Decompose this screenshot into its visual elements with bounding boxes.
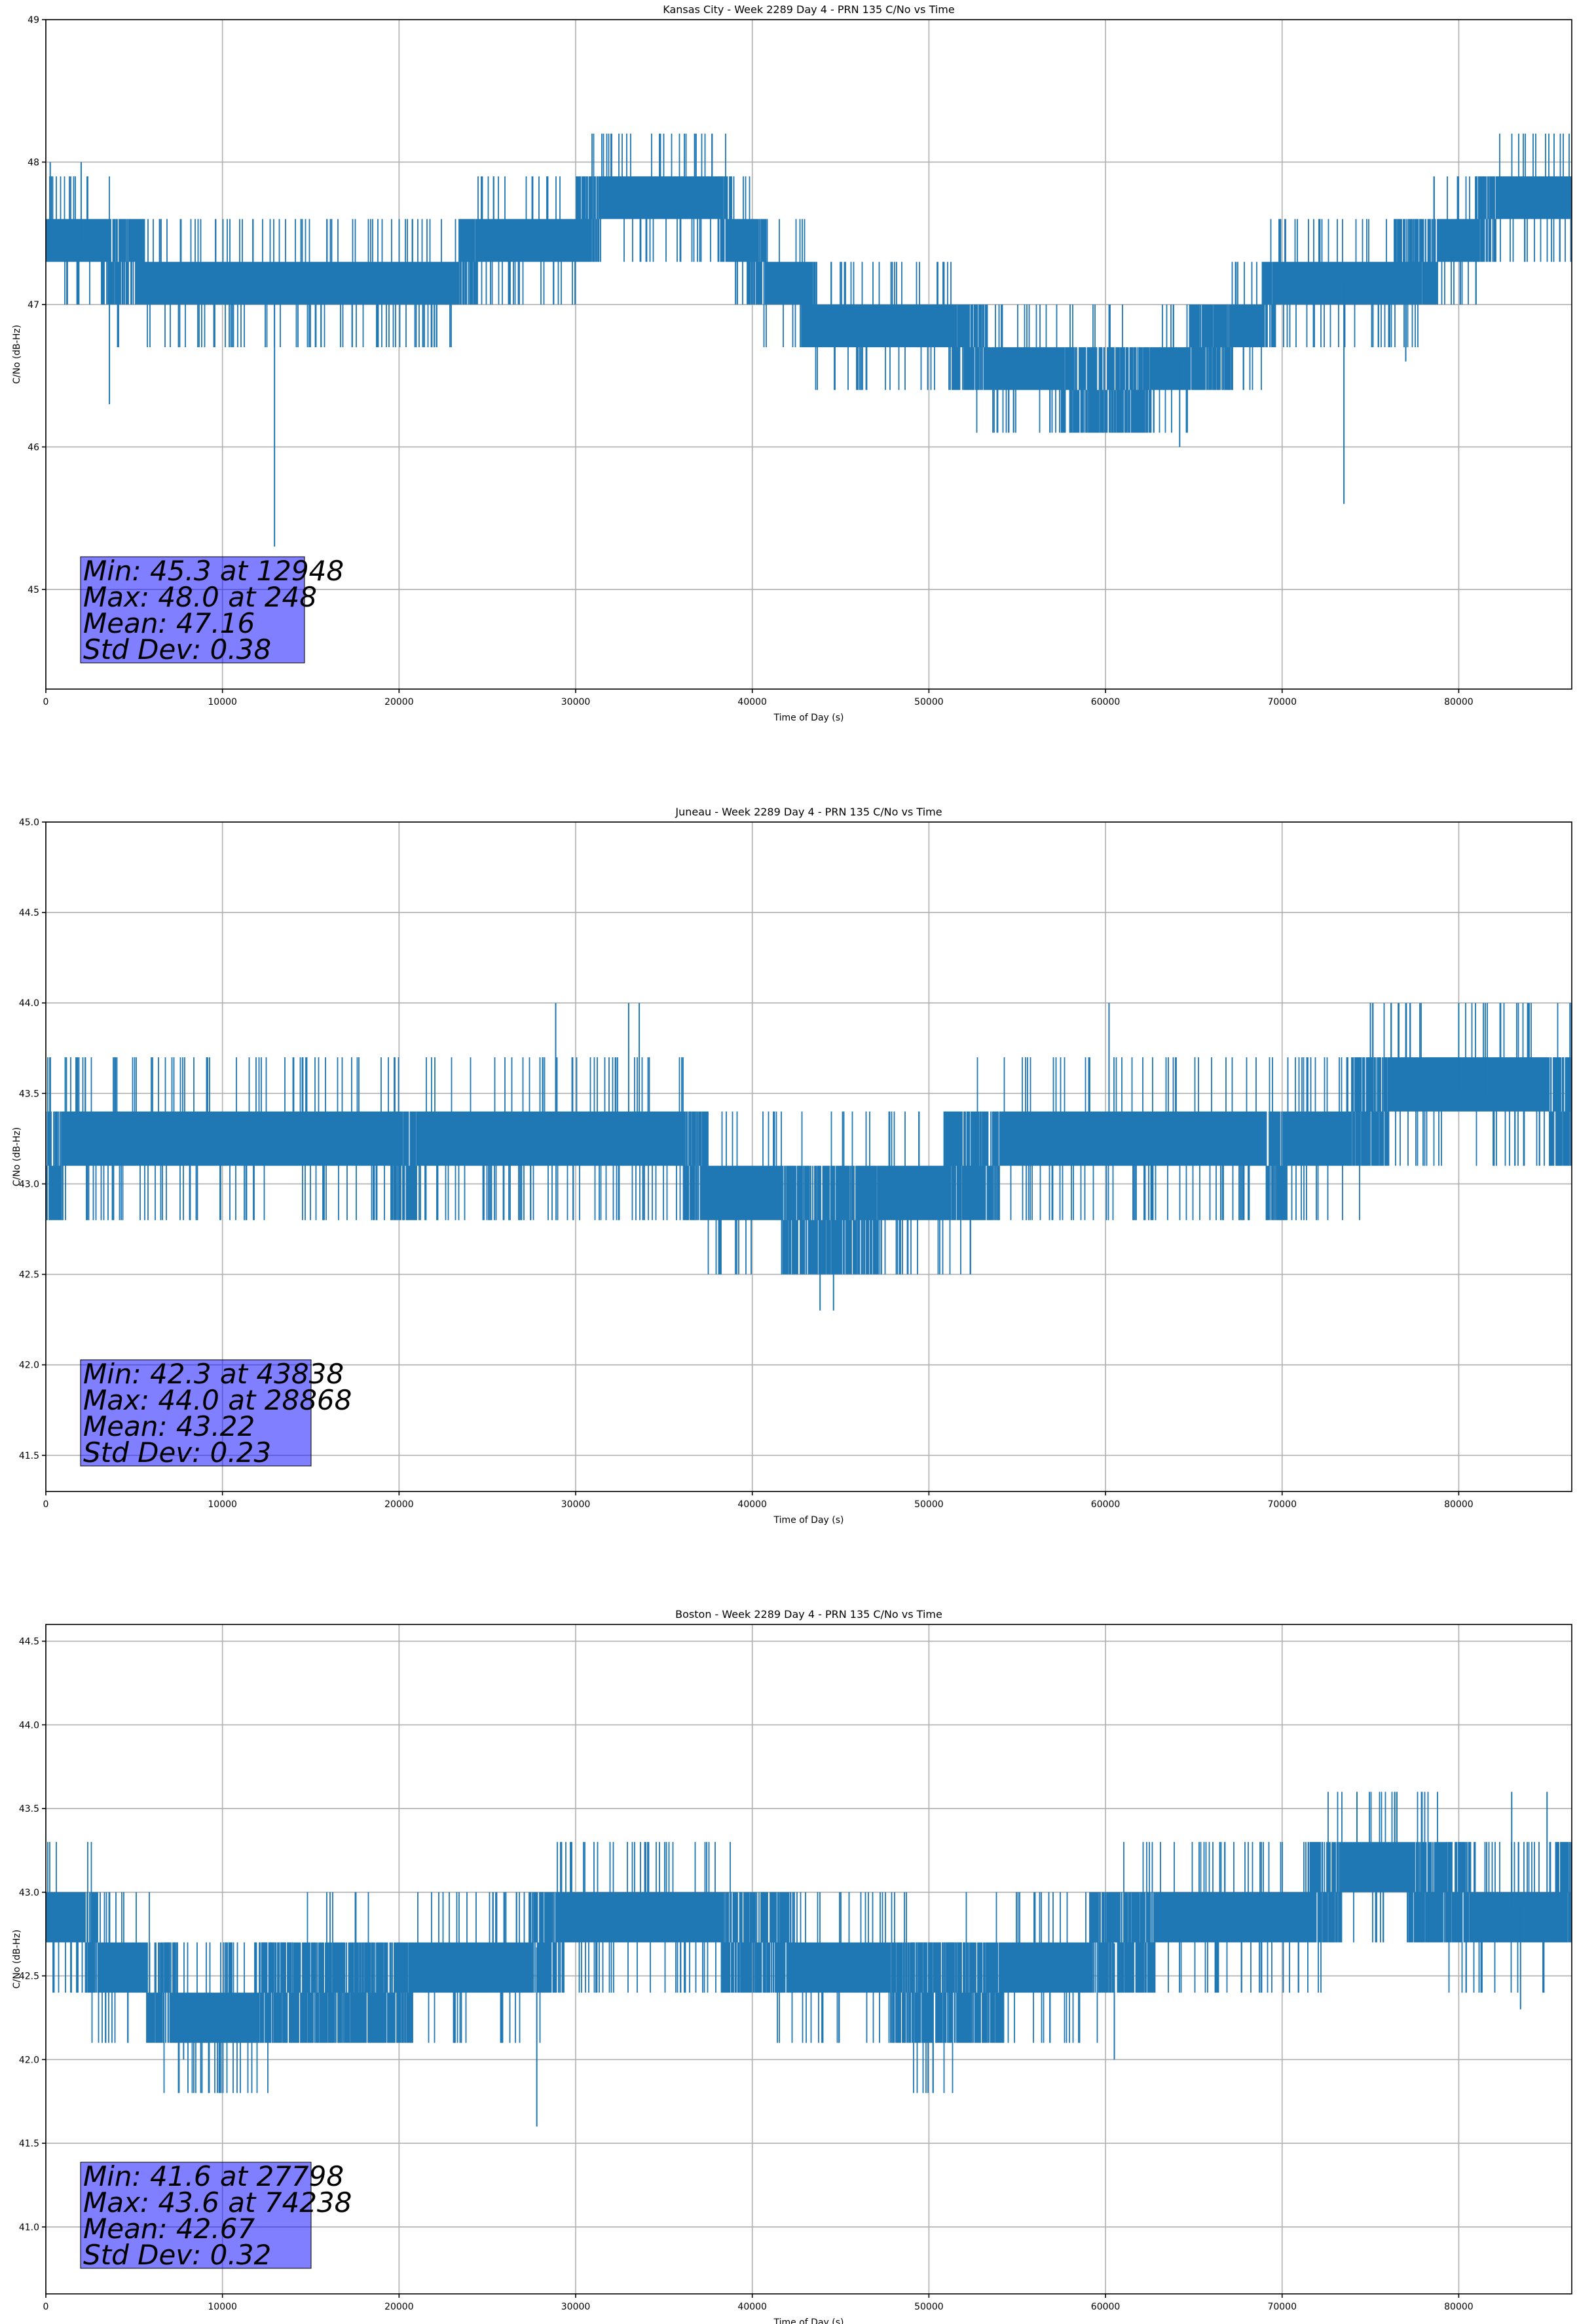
data-series-line: [46, 1791, 1572, 2093]
y-tick-label: 47: [28, 300, 39, 310]
stats-box: [80, 2162, 312, 2269]
y-tick-label: 45: [28, 585, 39, 595]
y-tick-label: 43.5: [19, 1089, 39, 1099]
y-tick-label: 49: [28, 15, 39, 26]
x-tick-label: 60000: [1091, 1499, 1121, 1510]
y-tick-label: 41.5: [19, 2139, 39, 2149]
x-tick-label: 60000: [1091, 2302, 1121, 2312]
x-axis-label: Time of Day (s): [773, 713, 844, 723]
y-tick-label: 43.5: [19, 1804, 39, 1814]
x-tick-label: 0: [43, 2302, 49, 2312]
y-tick-label: 48: [28, 157, 39, 168]
x-tick-label: 70000: [1267, 697, 1297, 707]
y-tick-label: 41.0: [19, 2222, 39, 2233]
chart-3: 0 10000 20000 30000 40000 50000 60000 70000 8000…: [12, 1608, 1572, 2324]
y-tick-label: 43.0: [19, 1888, 39, 1898]
x-tick-label: 20000: [384, 2302, 414, 2312]
y-tick-label: 46: [28, 442, 39, 453]
y-tick-label: 42.5: [19, 1270, 39, 1281]
x-axis-label: Time of Day (s): [773, 2317, 844, 2324]
x-tick-label: 30000: [561, 2302, 591, 2312]
y-tick-label: 42.0: [19, 1360, 39, 1371]
stats-min: Min: 45.3 at 12948: [83, 555, 344, 587]
y-tick-label: 44.5: [19, 908, 39, 918]
x-tick-label: 20000: [384, 697, 414, 707]
x-tick-label: 70000: [1267, 2302, 1297, 2312]
x-tick-label: 50000: [914, 697, 944, 707]
chart-title: Kansas City - Week 2289 Day 4 - PRN 135 …: [663, 3, 954, 16]
x-tick-label: 50000: [914, 1499, 944, 1510]
stats-mean: Mean: 43.22: [83, 1410, 255, 1442]
y-tick-label: 42.0: [19, 2055, 39, 2065]
y-tick-label: 41.5: [19, 1451, 39, 1461]
stats-max: Max: 43.6 at 74238: [83, 2186, 352, 2219]
data-series-line: [46, 134, 1572, 433]
stats-min: Min: 42.3 at 43838: [83, 1358, 344, 1390]
stats-mean: Mean: 42.67: [83, 2213, 255, 2245]
x-tick-label: 40000: [737, 1499, 767, 1510]
x-tick-label: 10000: [208, 697, 237, 707]
x-tick-label: 40000: [737, 697, 767, 707]
x-tick-label: 70000: [1267, 1499, 1297, 1510]
y-axis-label: C/No (dB-Hz): [12, 1127, 22, 1186]
x-tick-label: 40000: [737, 2302, 767, 2312]
chart-title: Boston - Week 2289 Day 4 - PRN 135 C/No …: [675, 1608, 942, 1621]
data-series-line: [46, 1003, 1572, 1275]
x-tick-label: 20000: [384, 1499, 414, 1510]
stats-box: [80, 1359, 312, 1467]
y-axis-label: C/No (dB-Hz): [12, 1930, 22, 1989]
y-tick-label: 44.0: [19, 998, 39, 1009]
y-tick-label: 44.0: [19, 1720, 39, 1731]
y-axis-label: C/No (dB-Hz): [12, 325, 22, 384]
y-tick-label: 45.0: [19, 817, 39, 828]
x-axis-label: Time of Day (s): [773, 1515, 844, 1526]
x-tick-label: 80000: [1444, 2302, 1474, 2312]
x-tick-label: 30000: [561, 697, 591, 707]
x-tick-label: 0: [43, 1499, 49, 1510]
stats-max: Max: 48.0 at 248: [83, 581, 317, 613]
x-tick-label: 50000: [914, 2302, 944, 2312]
stats-std: Std Dev: 0.23: [83, 1436, 271, 1469]
y-tick-label: 43.0: [19, 1179, 39, 1190]
chart-title: Juneau - Week 2289 Day 4 - PRN 135 C/No …: [675, 806, 942, 818]
stats-min: Min: 41.6 at 27798: [83, 2160, 344, 2192]
x-tick-label: 80000: [1444, 1499, 1474, 1510]
x-tick-label: 60000: [1091, 697, 1121, 707]
y-tick-label: 42.5: [19, 1972, 39, 1982]
stats-std: Std Dev: 0.38: [83, 633, 271, 665]
x-tick-label: 80000: [1444, 697, 1474, 707]
plot-frame: [45, 821, 1572, 1492]
chart-1: 0 10000 20000 30000 40000 50000 60000 70000 8000…: [12, 3, 1572, 723]
plot-frame: [45, 19, 1572, 690]
chart-2: 0 10000 20000 30000 40000 50000 60000 70000 8000…: [12, 806, 1572, 1526]
stats-max: Max: 44.0 at 28868: [83, 1384, 352, 1416]
x-tick-label: 10000: [208, 2302, 237, 2312]
stats-mean: Mean: 47.16: [83, 607, 255, 639]
x-tick-label: 0: [43, 697, 49, 707]
y-tick-label: 44.5: [19, 1637, 39, 1647]
x-tick-label: 10000: [208, 1499, 237, 1510]
plot-frame: [45, 1624, 1572, 2295]
x-tick-label: 30000: [561, 1499, 591, 1510]
stats-box: [80, 556, 305, 664]
stats-std: Std Dev: 0.32: [83, 2239, 271, 2271]
